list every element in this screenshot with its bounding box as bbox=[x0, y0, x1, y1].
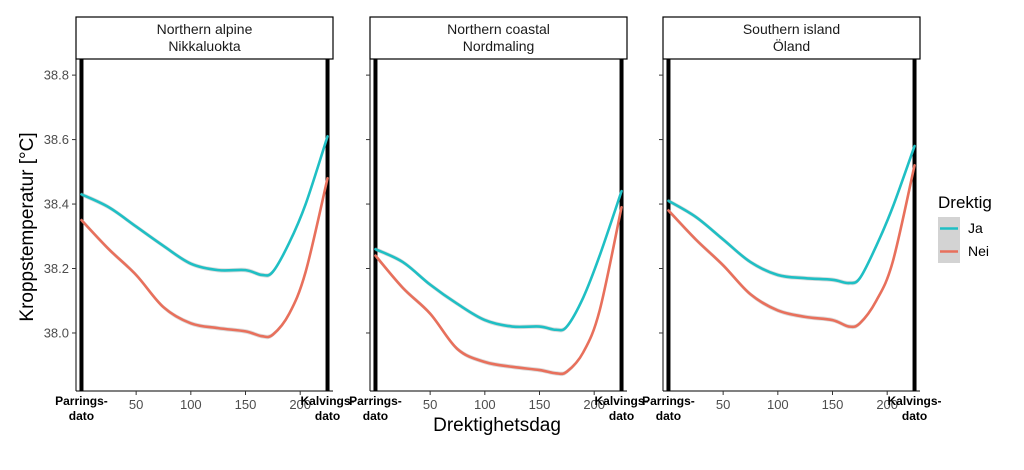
event-label-line1: Parrings- bbox=[55, 394, 108, 408]
series-line bbox=[80, 135, 329, 277]
panel-title-line1: Northern alpine bbox=[157, 21, 253, 37]
panel-title-line1: Northern coastal bbox=[447, 21, 550, 37]
panel-title-line2: Öland bbox=[773, 37, 810, 54]
event-label-line2: dato bbox=[656, 409, 681, 423]
event-label-line2: dato bbox=[363, 409, 388, 423]
event-label-line1: Kalvings- bbox=[888, 394, 942, 408]
y-tick-label: 38.0 bbox=[44, 325, 69, 340]
confidence-band bbox=[668, 163, 915, 330]
legend-entry-nei: Nei bbox=[938, 240, 989, 263]
x-tick-label: 200 bbox=[583, 397, 605, 412]
y-tick-label: 38.2 bbox=[44, 261, 69, 276]
legend-entry-ja: Ja bbox=[938, 217, 983, 240]
confidence-band bbox=[668, 143, 915, 286]
panel-strip bbox=[369, 16, 628, 60]
panel-title-line2: Nikkaluokta bbox=[168, 38, 241, 54]
event-label-line2: dato bbox=[609, 409, 634, 423]
x-tick-label: 50 bbox=[129, 397, 143, 412]
series-nei bbox=[667, 163, 916, 330]
series-line bbox=[80, 176, 329, 339]
x-tick-label: 50 bbox=[423, 397, 437, 412]
x-tick-label: 150 bbox=[822, 397, 844, 412]
event-label-line2: dato bbox=[315, 409, 340, 423]
series-line bbox=[374, 189, 623, 332]
panel-title-line1: Southern island bbox=[743, 21, 840, 37]
event-label-line2: dato bbox=[902, 409, 927, 423]
series-ja bbox=[667, 143, 916, 286]
y-tick-label: 38.8 bbox=[44, 68, 69, 83]
event-label-line2: dato bbox=[69, 409, 94, 423]
series-nei bbox=[80, 176, 329, 340]
panel-strip bbox=[662, 16, 921, 60]
legend-entries: Ja Nei bbox=[938, 217, 989, 263]
legend: Drektig Ja Nei bbox=[938, 193, 992, 263]
legend-label: Nei bbox=[968, 243, 989, 259]
event-label-line1: Kalvings- bbox=[301, 394, 355, 408]
series-line bbox=[374, 205, 623, 376]
x-tick-label: 200 bbox=[876, 397, 898, 412]
x-tick-label: 100 bbox=[767, 397, 789, 412]
series-ja bbox=[374, 188, 623, 333]
confidence-band bbox=[375, 188, 622, 333]
y-axis-title: Kroppstemperatur [°C] bbox=[17, 132, 38, 321]
event-label-line1: Parrings- bbox=[642, 394, 695, 408]
x-tick-label: 150 bbox=[235, 397, 257, 412]
x-tick-label: 100 bbox=[474, 397, 496, 412]
series-line bbox=[667, 164, 916, 329]
x-axis-title: Drektighetsdag bbox=[433, 415, 561, 436]
series-nei bbox=[374, 205, 623, 377]
legend-title: Drektig bbox=[938, 193, 992, 212]
event-label-line1: Kalvings- bbox=[595, 394, 649, 408]
panel-strip bbox=[75, 16, 334, 60]
x-tick-label: 200 bbox=[289, 397, 311, 412]
legend-label: Ja bbox=[968, 220, 983, 236]
y-tick-label: 38.6 bbox=[44, 132, 69, 147]
x-tick-label: 50 bbox=[716, 397, 730, 412]
x-tick-label: 100 bbox=[180, 397, 202, 412]
event-label-line1: Parrings- bbox=[349, 394, 402, 408]
series-line bbox=[667, 144, 916, 285]
y-tick-label: 38.4 bbox=[44, 197, 69, 212]
series-ja bbox=[80, 134, 329, 278]
panel-title-line2: Nordmaling bbox=[463, 38, 535, 54]
x-tick-label: 150 bbox=[529, 397, 551, 412]
